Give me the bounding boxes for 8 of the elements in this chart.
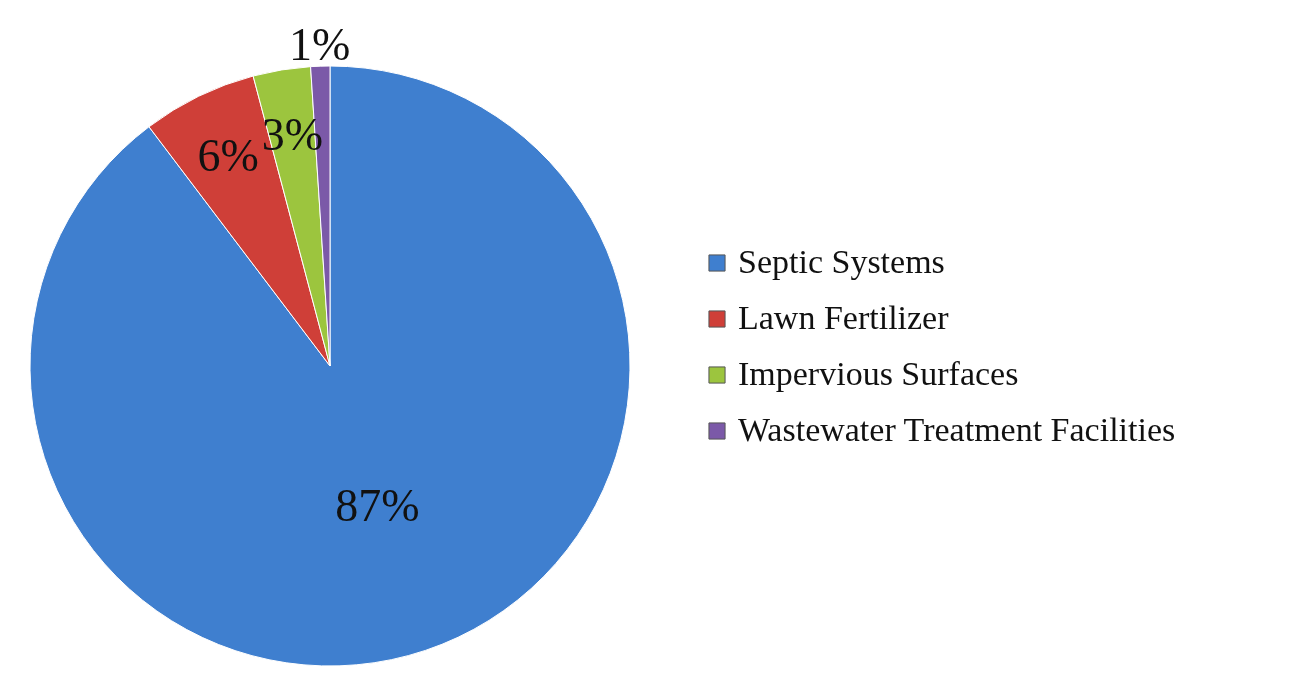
legend-label: Lawn Fertilizer (738, 299, 950, 336)
data-label: 1% (288, 19, 351, 71)
legend-label: Impervious Surfaces (738, 355, 1019, 392)
pie-slice (29, 65, 631, 666)
data-label: 87% (335, 480, 420, 532)
legend-label: Wastewater Treatment Facilities (738, 411, 1176, 448)
data-label: 6% (197, 129, 259, 181)
legend-label: Septic Systems (738, 243, 945, 280)
